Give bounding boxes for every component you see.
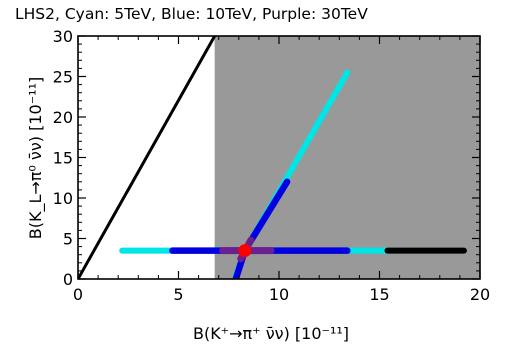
x-tick-label: 0 — [73, 285, 83, 304]
y-tick-label: 30 — [53, 27, 73, 46]
x-axis-label: B(K⁺→π⁺ ν̄ν) [10⁻¹¹] — [193, 324, 349, 343]
tick-labels: 0 5 10 15 20 0 5 10 15 20 25 30 — [53, 27, 491, 304]
y-tick-label: 15 — [53, 149, 73, 168]
y-axis-label: B(K_L→π⁰ ν̄ν) [10⁻¹¹] — [26, 77, 46, 239]
x-tick-label: 10 — [269, 285, 289, 304]
x-tick-label: 20 — [470, 285, 490, 304]
sm-point — [238, 244, 252, 258]
bound-line — [78, 36, 217, 279]
plot-clipped — [78, 36, 480, 279]
chart-title: LHS2, Cyan: 5TeV, Blue: 10TeV, Purple: 3… — [15, 5, 368, 23]
x-tick-label: 15 — [369, 285, 389, 304]
plot-area — [77, 35, 481, 280]
y-tick-label: 0 — [63, 270, 73, 289]
y-tick-label: 10 — [53, 189, 73, 208]
y-tick-label: 5 — [63, 230, 73, 249]
y-tick-label: 25 — [53, 68, 73, 87]
x-tick-label: 5 — [173, 285, 183, 304]
y-tick-label: 20 — [53, 108, 73, 127]
